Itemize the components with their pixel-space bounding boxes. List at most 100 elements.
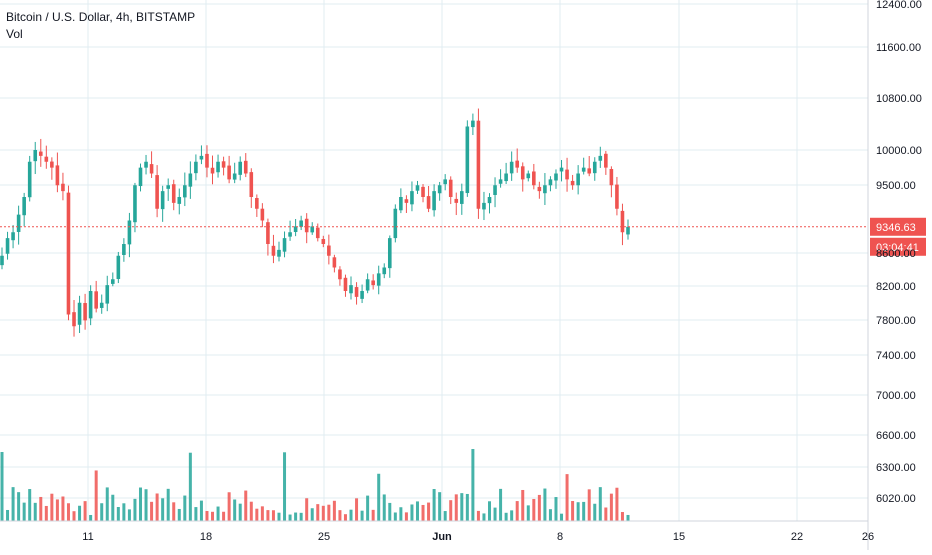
volume-bar <box>377 473 381 521</box>
volume-bar <box>205 511 209 521</box>
volume-bar <box>316 504 320 521</box>
volume-bar <box>28 489 32 521</box>
candle-body <box>498 179 503 184</box>
volume-bar <box>537 494 541 521</box>
candle-body <box>410 191 414 205</box>
volume-bar <box>211 511 215 521</box>
volume-bar <box>194 507 198 521</box>
candle-body <box>249 172 254 197</box>
candle-body <box>421 186 425 197</box>
volume-bar <box>493 507 497 521</box>
candle-body <box>387 238 392 269</box>
candle-body <box>299 220 303 227</box>
volume-bar <box>66 503 70 521</box>
volume-bar <box>61 496 65 521</box>
volume-bar <box>133 498 137 521</box>
volume-bar <box>560 513 564 521</box>
candle-body <box>232 173 237 180</box>
volume-bar <box>249 501 253 521</box>
volume-bar <box>421 504 425 521</box>
volume-bar <box>332 500 336 521</box>
candle-body <box>133 185 137 223</box>
volume-bar <box>526 505 530 521</box>
candle-body <box>227 165 231 180</box>
candle-body <box>604 153 608 168</box>
volume-bar <box>366 495 370 521</box>
candle-body <box>144 161 148 168</box>
candle-body <box>38 151 43 156</box>
volume-bar <box>161 498 165 521</box>
candle-body <box>271 245 276 256</box>
price-tick-label: 7800.00 <box>876 315 916 327</box>
candle-body <box>199 155 204 160</box>
chart-title: Bitcoin / U.S. Dollar, 4h, BITSTAMP <box>6 10 196 24</box>
time-axis[interactable]: 11 18 25 Jun 8 15 22 26 <box>82 531 874 543</box>
volume-bar <box>593 503 597 521</box>
candle-body <box>327 245 331 256</box>
volume-bar <box>266 510 270 521</box>
candle-body <box>537 186 542 192</box>
volume-bar <box>321 505 325 521</box>
candle-body <box>44 156 49 162</box>
candle-body <box>260 208 265 221</box>
volume-bars <box>0 449 630 521</box>
price-tick-label: 10800.00 <box>876 93 922 105</box>
volume-bar <box>504 512 508 521</box>
volume-bar <box>288 514 292 521</box>
candle-body <box>493 185 497 195</box>
price-tick-label: 11600.00 <box>876 42 921 54</box>
candle-body <box>282 238 287 252</box>
volume-bar <box>399 507 403 521</box>
candle-body <box>432 191 436 211</box>
volume-bar <box>609 493 613 521</box>
candle-body <box>166 185 170 189</box>
volume-bar <box>371 509 375 521</box>
volume-bar <box>360 510 364 521</box>
volume-bar <box>410 504 414 521</box>
candle-body <box>110 279 115 284</box>
candle-body <box>598 155 603 161</box>
last-price-tag <box>870 217 926 236</box>
volume-bar <box>116 507 120 521</box>
candle-body <box>465 126 470 194</box>
volume-bar <box>471 449 475 521</box>
volume-bar <box>571 501 575 521</box>
candle-body <box>127 220 132 245</box>
candle-body <box>293 226 298 232</box>
time-tick-label: 8 <box>557 531 563 543</box>
candle-body <box>343 277 348 291</box>
volume-bar <box>443 511 447 521</box>
candle-body <box>266 222 270 244</box>
candle-body <box>393 208 398 239</box>
candle-body <box>415 185 420 191</box>
candle-body <box>382 267 387 275</box>
volume-bar <box>283 452 287 521</box>
candle-body <box>210 167 215 174</box>
volume-bar <box>238 503 242 521</box>
candle-body <box>177 197 182 204</box>
volume-bar <box>488 501 492 521</box>
candle-body <box>116 255 121 279</box>
candle-body <box>482 202 486 210</box>
volume-bar <box>532 498 536 521</box>
candle-body <box>149 164 154 174</box>
time-tick-label: 25 <box>318 531 330 543</box>
candle-body <box>559 167 564 172</box>
candle-body <box>460 191 464 204</box>
price-tick-label: 6300.00 <box>876 462 916 474</box>
volume-bar <box>44 505 48 521</box>
price-tick-label: 9500.00 <box>876 180 916 192</box>
price-tick-label: 8600.00 <box>876 248 916 260</box>
volume-bar <box>620 512 624 521</box>
candle-body <box>371 280 375 286</box>
candle-body <box>615 184 619 209</box>
candle-body <box>609 168 614 186</box>
volume-bar <box>100 503 104 521</box>
price-tick-label: 7000.00 <box>876 390 916 402</box>
volume-bar <box>127 509 131 521</box>
candle-body <box>171 184 176 203</box>
volume-bar <box>166 488 170 521</box>
